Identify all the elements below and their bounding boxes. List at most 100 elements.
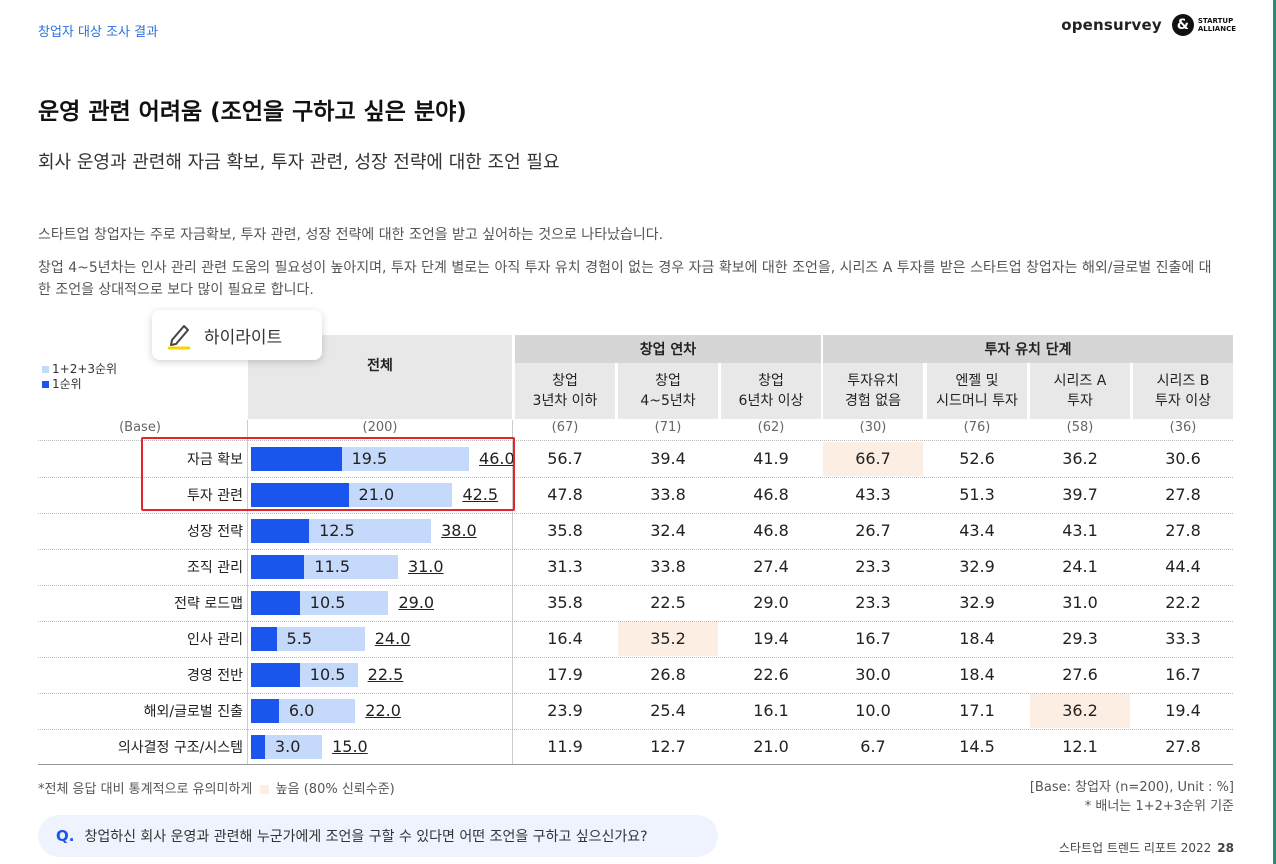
cell-value: 22.6 [753, 665, 789, 684]
column-header: 창업 4~5년차 [618, 363, 718, 419]
bar-top1-label: 21.0 [358, 485, 395, 504]
cell-value: 12.1 [1062, 737, 1098, 756]
right-edge-accent [1273, 0, 1276, 864]
bar-top3-label: 38.0 [441, 521, 477, 540]
cell-value: 46.8 [753, 521, 789, 540]
legend-swatch-top1 [42, 381, 49, 388]
report-footer: 스타트업 트렌드 리포트 2022 28 [1059, 839, 1234, 856]
description-1: 스타트업 창업자는 주로 자금확보, 투자 관련, 성장 전략에 대한 조언을 … [38, 227, 664, 243]
row-label: 성장 전략 [187, 524, 243, 540]
base-value: (62) [757, 420, 785, 435]
cell-value: 33.3 [1165, 629, 1201, 648]
highlight-button[interactable]: 하이라이트 [152, 310, 322, 360]
group-header-invest: 투자 유치 단계 [823, 335, 1233, 363]
cell-value: 32.4 [650, 521, 686, 540]
cell-value: 17.9 [547, 665, 583, 684]
bar-top3-label: 24.0 [374, 629, 411, 648]
cell-value: 66.7 [855, 449, 891, 468]
column-header: 투자유치 경험 없음 [823, 363, 923, 419]
row-label: 인사 관리 [187, 632, 243, 648]
cell-value: 14.5 [959, 737, 995, 756]
cell-value: 35.8 [547, 521, 583, 540]
cell-value: 56.7 [547, 449, 583, 468]
bar-top3-label: 15.0 [332, 737, 368, 756]
cell-value: 39.7 [1062, 485, 1098, 504]
cell-value: 19.4 [1165, 701, 1201, 720]
cell-value: 26.8 [650, 665, 686, 684]
cell-value: 27.6 [1062, 665, 1098, 684]
bar-top3-label: 42.5 [462, 485, 499, 504]
footnote-highlight-swatch [259, 785, 269, 794]
legend-top1: 1순위 [42, 377, 117, 392]
row-separator [38, 440, 1233, 441]
row-separator [38, 477, 1233, 478]
cell-value: 36.2 [1062, 701, 1098, 720]
bar-top1-label: 19.5 [351, 449, 388, 468]
cell-value: 10.0 [855, 701, 891, 720]
cell-value: 31.3 [547, 557, 583, 576]
highlight-button-label: 하이라이트 [204, 327, 283, 348]
cell-value: 16.7 [1165, 665, 1201, 684]
row-separator [38, 513, 1233, 514]
cell-value: 27.8 [1165, 521, 1201, 540]
cell-value: 11.9 [547, 737, 583, 756]
row-separator [38, 657, 1233, 658]
bar-top1 [251, 519, 310, 543]
base-value: (76) [963, 420, 991, 435]
cell-value: 36.2 [1062, 449, 1098, 468]
cell-value: 16.7 [855, 629, 891, 648]
pencil-icon [168, 325, 190, 350]
bar-top1 [251, 483, 349, 507]
cell-value: 23.9 [547, 701, 583, 720]
question-prefix: Q. [56, 827, 75, 845]
section-label: 창업자 대상 조사 결과 [38, 25, 159, 40]
startup-alliance-logo: & STARTUP ALLIANCE [1171, 14, 1236, 36]
bar-top1-label: 12.5 [319, 521, 355, 540]
cell-value: 43.4 [959, 521, 995, 540]
cell-value: 21.0 [753, 737, 789, 756]
row-label: 경영 전반 [187, 668, 243, 684]
row-label: 해외/글로벌 진출 [143, 704, 243, 720]
page-number: 28 [1217, 841, 1234, 855]
cell-value: 19.4 [753, 629, 789, 648]
cell-value: 23.3 [855, 557, 891, 576]
cell-value: 43.3 [855, 485, 891, 504]
bar-top1 [251, 555, 305, 579]
row-label: 투자 관련 [187, 488, 243, 504]
row-separator [38, 549, 1233, 550]
bar-top3-label: 46.0 [479, 449, 515, 468]
column-header: 시리즈 B 투자 이상 [1133, 363, 1233, 419]
bar-top1 [251, 591, 300, 615]
cell-value: 52.6 [959, 449, 995, 468]
cell-value: 30.6 [1165, 449, 1201, 468]
page-title: 운영 관련 어려움 (조언을 구하고 싶은 분야) [38, 99, 467, 125]
report-name: 스타트업 트렌드 리포트 2022 [1058, 841, 1212, 855]
opensurvey-logo: opensurvey [1061, 16, 1162, 34]
table-bottom-rule [38, 764, 1233, 765]
total-column-separator [512, 420, 513, 764]
cell-value: 35.2 [650, 629, 686, 648]
page-subtitle: 회사 운영과 관련해 자금 확보, 투자 관련, 성장 전략에 대한 조언 필요 [38, 152, 560, 173]
base-value: (67) [551, 420, 579, 435]
cell-value: 6.7 [860, 737, 886, 756]
cell-value: 44.4 [1165, 557, 1201, 576]
base-total: (200) [362, 420, 398, 435]
bar-top3-label: 29.0 [398, 593, 435, 612]
row-separator [38, 585, 1233, 586]
bar-top1 [251, 735, 265, 759]
highlight-annotation-box [141, 437, 515, 511]
cell-value: 24.1 [1062, 557, 1098, 576]
description-2: 창업 4~5년차는 인사 관리 관련 도움의 필요성이 높아지며, 투자 단계 … [38, 260, 1212, 298]
cell-value: 16.1 [753, 701, 789, 720]
cell-value: 27.8 [1165, 485, 1201, 504]
question-text: 창업하신 회사 운영과 관련해 누군가에게 조언을 구할 수 있다면 어떤 조언… [84, 829, 648, 845]
base-label: (Base) [119, 420, 161, 435]
bar-top1-label: 3.0 [274, 737, 301, 756]
row-label: 전략 로드맵 [174, 596, 243, 612]
cell-value: 12.7 [650, 737, 686, 756]
row-separator [38, 621, 1233, 622]
cell-value: 16.4 [547, 629, 583, 648]
cell-value: 39.4 [650, 449, 686, 468]
base-value: (71) [654, 420, 682, 435]
column-header: 엔젤 및 시드머니 투자 [927, 363, 1027, 419]
